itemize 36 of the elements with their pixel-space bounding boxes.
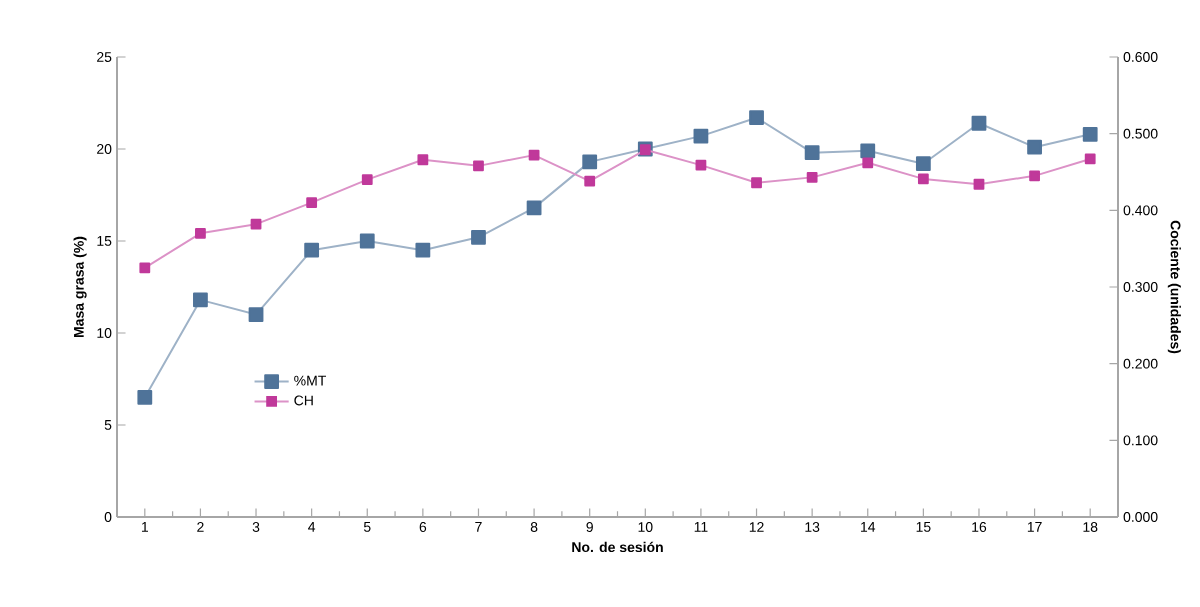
y2-tick-label: 0.500 [1123,128,1158,139]
x-tick-label: 5 [363,522,371,532]
x-tick-label: 1 [141,522,149,532]
x-tick-label: 8 [530,522,538,532]
x-tick-label: 2 [197,522,204,532]
y2-tick-label: 0.200 [1123,358,1158,369]
x-tick-label: 14 [861,522,876,532]
x-tick-label: 7 [475,522,482,532]
y2-tick-label: 0.600 [1123,52,1158,62]
x-tick-label: 9 [586,522,593,532]
y2-tick-label: 0.300 [1123,282,1158,292]
y-tick-label: 5 [104,420,112,430]
x-tick-label: 17 [1027,522,1042,532]
x-tick-label: 15 [916,522,931,532]
x-tick-label: 16 [972,522,987,532]
x-axis-title: No. de sesión [572,541,663,553]
y2-tick-label: 0.100 [1123,435,1158,446]
x-tick-label: 4 [308,522,316,532]
y-tick-label: 20 [97,144,112,154]
y-tick-label: 0 [104,512,112,522]
y2-tick-label: 0.400 [1123,205,1158,216]
y2-axis-title: Cociente (unidades) [1167,220,1181,354]
y-axis-title: Masa grasa (%) [73,236,87,338]
x-tick-label: 10 [638,522,653,532]
y-tick-label: 25 [97,52,112,62]
y2-tick-label: 0.000 [1123,512,1158,522]
legend-label: %MT [294,375,327,386]
x-tick-label: 18 [1083,522,1098,532]
y-tick-label: 15 [97,236,112,246]
x-tick-label: 11 [694,522,708,532]
x-tick-label: 6 [419,522,427,532]
x-tick-label: 3 [252,522,260,532]
y-tick-label: 10 [97,328,112,338]
x-tick-label: 12 [749,522,764,532]
x-tick-label: 13 [805,522,820,532]
legend-label: CH [294,395,313,406]
